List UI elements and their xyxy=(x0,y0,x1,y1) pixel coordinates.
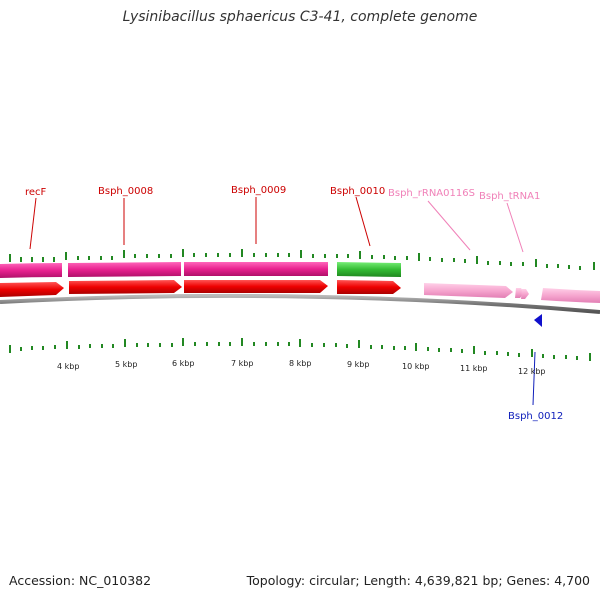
gene-label-Bsph_tRNA1: Bsph_tRNA1 xyxy=(479,191,540,202)
tick-label: 8 kbp xyxy=(289,359,311,368)
leader-Bsph_tRNA1 xyxy=(506,202,524,253)
leader-Bsph_rRNA0116S xyxy=(427,200,471,251)
gene-block-pink xyxy=(68,262,181,277)
gene-label-Bsph_0010: Bsph_0010 xyxy=(330,186,385,197)
label-leaders xyxy=(29,196,536,406)
gene-block-pink xyxy=(0,263,62,278)
tick-labels: 4 kbp 5 kbp 6 kbp 7 kbp 8 kbp 9 kbp 10 k… xyxy=(57,359,546,376)
tick-label: 4 kbp xyxy=(57,362,79,371)
gene-block-light xyxy=(541,288,600,303)
tick-label: 12 kbp xyxy=(518,367,546,376)
genome-backbone xyxy=(0,293,600,314)
top-tick-row xyxy=(9,249,595,270)
gene-block-green xyxy=(337,262,401,277)
topology-label: Topology: circular; Length: 4,639,821 bp… xyxy=(246,573,590,588)
tick-label: 5 kbp xyxy=(115,360,137,369)
gene-labels: recF Bsph_0008 Bsph_0009 Bsph_0010 Bsph_… xyxy=(25,185,563,422)
tick-label: 7 kbp xyxy=(231,359,253,368)
leader-recF xyxy=(29,197,37,250)
tick-label: 6 kbp xyxy=(172,359,194,368)
gene-arrow-Bsph_tRNA1-b xyxy=(521,289,529,299)
gene-arrow-Bsph_0008 xyxy=(69,280,182,294)
leader-Bsph_0012 xyxy=(532,351,536,406)
feature-track-outer xyxy=(0,262,401,278)
feature-track-inner xyxy=(0,280,600,303)
map-title: Lysinibacillus sphaericus C3-41, complet… xyxy=(122,9,478,25)
tick-label: 9 kbp xyxy=(347,360,369,369)
gene-label-Bsph_0009: Bsph_0009 xyxy=(231,185,286,196)
gene-arrow-Bsph_0012 xyxy=(534,314,542,327)
gene-label-Bsph_0008: Bsph_0008 xyxy=(98,186,153,197)
bottom-tick-row xyxy=(9,338,591,361)
tick-label: 11 kbp xyxy=(460,364,488,373)
gene-label-recF: recF xyxy=(25,187,47,198)
gene-arrow-recF xyxy=(0,282,64,297)
gene-block-pink xyxy=(184,262,328,276)
gene-arrow-Bsph_0009 xyxy=(184,280,328,293)
gene-arrow-Bsph_0010 xyxy=(337,280,401,294)
gene-label-Bsph_0012: Bsph_0012 xyxy=(508,411,563,422)
gene-arrow-Bsph_rRNA0116S xyxy=(424,283,513,298)
gene-label-Bsph_rRNA0116S: Bsph_rRNA0116S xyxy=(388,188,475,199)
tick-label: 10 kbp xyxy=(402,362,430,371)
leader-Bsph_0010 xyxy=(355,196,371,247)
accession-label: Accession: NC_010382 xyxy=(9,573,152,588)
